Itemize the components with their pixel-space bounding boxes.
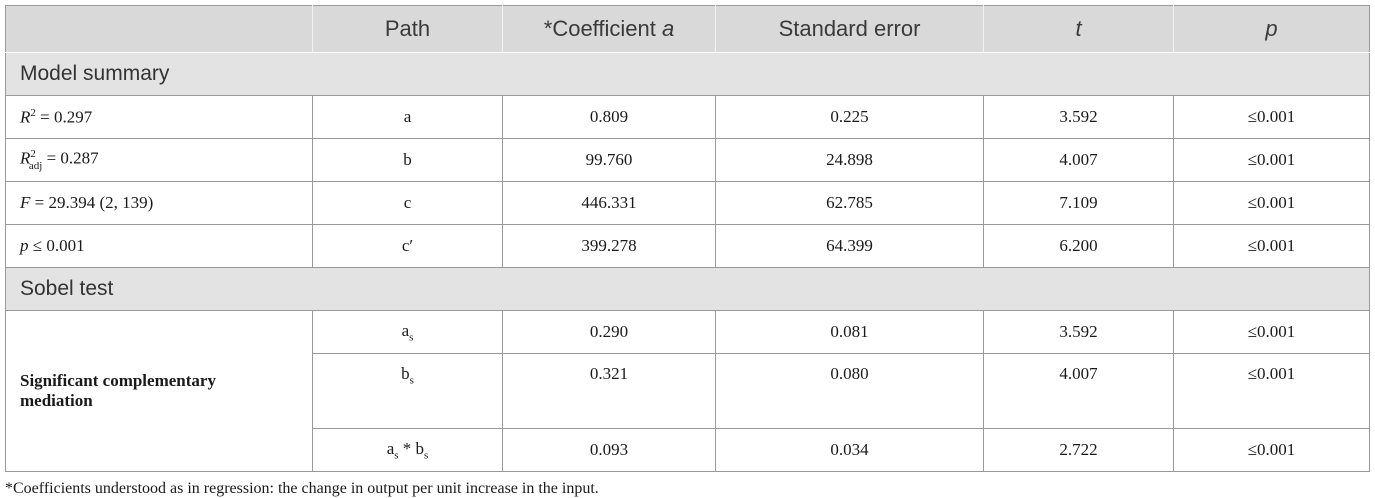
t-cell: 4.007 [983,138,1174,182]
section-title: Model summary [5,52,1370,96]
coef-cell: 0.809 [502,95,716,139]
table-row: R2adj = 0.287 b 99.760 24.898 4.007 ≤0.0… [5,138,1370,182]
results-table: Path *Coefficient a Standard error t p M… [5,5,1370,472]
coef-cell: 446.331 [502,181,716,225]
table-row: p ≤ 0.001 c′ 399.278 64.399 6.200 ≤0.001 [5,224,1370,268]
table-row: as * bs 0.093 0.034 2.722 ≤0.001 [6,428,1370,472]
table-row: R2 = 0.297 a 0.809 0.225 3.592 ≤0.001 [5,95,1370,139]
path-cell: a [312,95,503,139]
p-cell: ≤0.001 [1173,138,1370,182]
se-cell: 64.399 [715,224,984,268]
header-blank [5,5,313,53]
row-label: F = 29.394 (2, 139) [5,181,313,225]
t-cell: 3.592 [983,95,1174,139]
t-cell: 4.007 [983,353,1174,429]
path-cell: bs [312,353,503,429]
p-cell: ≤0.001 [1173,95,1370,139]
table-row: Significant complementary mediation as 0… [5,310,1370,472]
coef-cell: 399.278 [502,224,716,268]
header-path: Path [312,5,503,53]
se-cell: 24.898 [715,138,984,182]
header-standard-error: Standard error [715,5,984,53]
table-container: Path *Coefficient a Standard error t p M… [5,5,1370,498]
coef-cell: 0.321 [502,353,716,429]
p-cell: ≤0.001 [1173,310,1370,354]
header-p: p [1173,5,1370,53]
section-sobel-test: Sobel test [5,267,1370,311]
row-label: p ≤ 0.001 [5,224,313,268]
path-cell: b [312,138,503,182]
t-cell: 3.592 [983,310,1174,354]
header-row: Path *Coefficient a Standard error t p [5,5,1370,53]
coef-cell: 99.760 [502,138,716,182]
path-cell: c′ [312,224,503,268]
se-cell: 62.785 [715,181,984,225]
p-cell: ≤0.001 [1173,224,1370,268]
path-cell: c [312,181,503,225]
p-cell: ≤0.001 [1173,428,1370,472]
path-cell: as [312,310,503,354]
p-cell: ≤0.001 [1173,353,1370,429]
p-cell: ≤0.001 [1173,181,1370,225]
se-cell: 0.225 [715,95,984,139]
table-row: bs 0.321 0.080 4.007 ≤0.001 [6,353,1370,429]
se-cell: 0.080 [715,353,984,429]
coef-cell: 0.290 [502,310,716,354]
se-cell: 0.034 [715,428,984,472]
table-footnote: *Coefficients understood as in regressio… [5,480,599,497]
coef-cell: 0.093 [502,428,716,472]
table-row: F = 29.394 (2, 139) c 446.331 62.785 7.1… [5,181,1370,225]
section-title: Sobel test [5,267,1370,311]
header-t: t [983,5,1174,53]
section-model-summary: Model summary [5,52,1370,96]
t-cell: 7.109 [983,181,1174,225]
row-label: R2adj = 0.287 [5,138,313,182]
se-cell: 0.081 [715,310,984,354]
row-label: R2 = 0.297 [5,95,313,139]
path-cell: as * bs [312,428,503,472]
header-coefficient: *Coefficient a [502,5,716,53]
t-cell: 6.200 [983,224,1174,268]
sobel-label: Significant complementary mediation [5,310,313,472]
t-cell: 2.722 [983,428,1174,472]
